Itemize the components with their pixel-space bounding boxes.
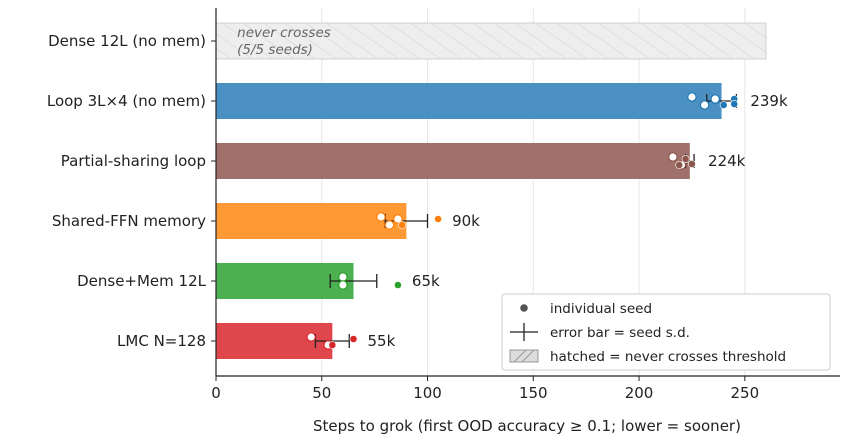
value-label: 65k (412, 272, 440, 290)
seed-point-open (668, 152, 678, 162)
seed-point-open (376, 212, 386, 222)
category-label: Shared-FFN memory (52, 212, 206, 230)
seed-point-open (687, 92, 697, 102)
seed-point (394, 281, 402, 289)
x-tick-label: 0 (211, 384, 221, 402)
value-label: 90k (452, 212, 480, 230)
bar (216, 203, 407, 239)
legend-hatch-icon (513, 349, 527, 363)
x-tick-label: 200 (625, 384, 654, 402)
seed-point (681, 155, 690, 163)
seed-point-open (338, 272, 348, 282)
value-label: 239k (750, 92, 788, 110)
bar (216, 83, 722, 119)
x-axis-label: Steps to grok (first OOD accuracy ≥ 0.1;… (313, 417, 741, 435)
seed-point (349, 335, 358, 343)
seed-point (675, 161, 684, 169)
seed-point (398, 221, 407, 229)
legend: individual seed error bar = seed s.d. hatc… (501, 293, 831, 371)
seed-point (688, 160, 696, 168)
seed-point (719, 101, 728, 109)
legend-label: hatched = never crosses threshold (550, 349, 786, 365)
axes: 0 50 100 150 200 250 Dense 12L (no mem) Loop 3L… (47, 8, 840, 402)
bar-hatch (216, 23, 766, 59)
legend-dot-icon (520, 304, 528, 312)
seed-point-open (710, 94, 720, 104)
x-tick-label: 250 (730, 384, 759, 402)
seed-point (434, 215, 443, 223)
seed-point-open (306, 332, 316, 342)
seed-point (730, 100, 739, 108)
legend-label: individual seed (550, 301, 652, 317)
category-label: Loop 3L×4 (no mem) (47, 92, 206, 110)
legend-hatch-icon (521, 349, 535, 363)
seed-point-open (338, 280, 348, 290)
legend-box (501, 293, 831, 371)
value-label: 55k (367, 332, 395, 350)
x-tick-label: 150 (519, 384, 548, 402)
seed-point-open (393, 214, 403, 224)
category-label: Dense+Mem 12L (77, 272, 207, 290)
seed-point-open (699, 100, 710, 110)
seed-point (328, 341, 337, 349)
x-tick-label: 100 (413, 384, 442, 402)
category-label: LMC N=128 (117, 332, 206, 350)
value-label: 224k (708, 152, 746, 170)
x-tick-label: 50 (312, 384, 331, 402)
category-label: Partial-sharing loop (61, 152, 206, 170)
seed-point-open (384, 220, 395, 230)
bars: never crosses(5/5 seeds) 239k 224k 90k 65k 55… (215, 22, 788, 359)
bar (216, 143, 690, 179)
bar-annotation: never crosses (237, 25, 331, 41)
legend-label: error bar = seed s.d. (550, 325, 690, 341)
bar-annotation: (5/5 seeds) (237, 42, 313, 58)
category-label: Dense 12L (no mem) (48, 32, 206, 50)
